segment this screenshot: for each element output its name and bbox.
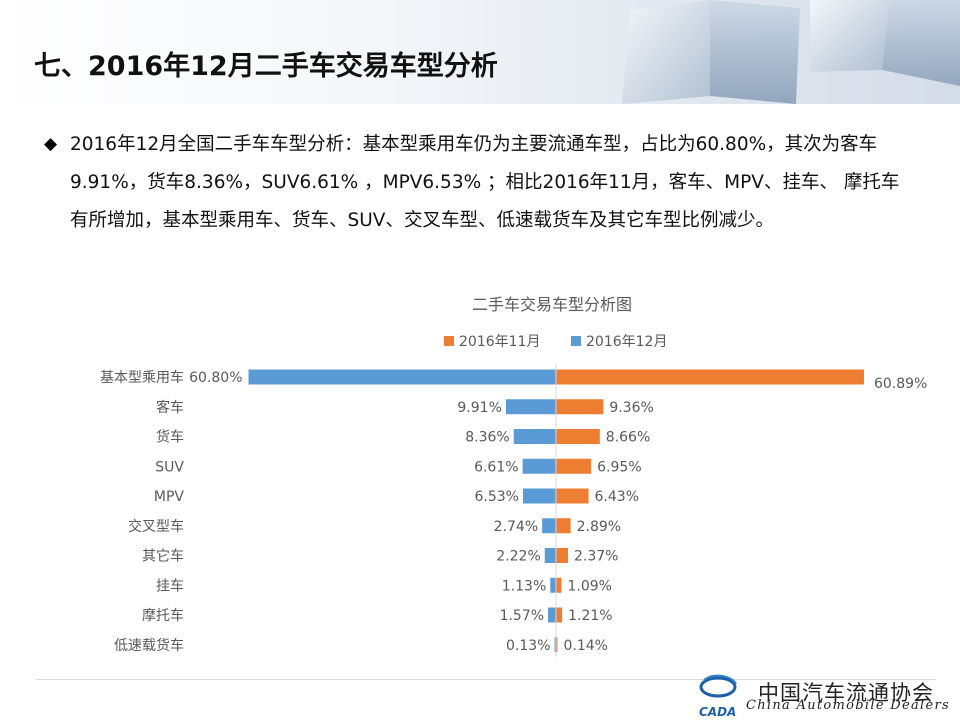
bar-dec [544, 548, 556, 563]
data-label-nov: 8.66% [606, 430, 650, 446]
decorative-cubes-image [622, 0, 960, 104]
data-label-dec: 9.91% [457, 400, 501, 416]
data-label-nov: 6.95% [597, 459, 641, 475]
bar-dec [548, 607, 556, 623]
category-label: MPV [154, 489, 185, 505]
bar-nov [556, 548, 568, 563]
data-label-nov: 1.09% [568, 578, 612, 594]
bar-nov [556, 518, 571, 534]
bar-dec [550, 577, 556, 593]
data-label-nov: 2.37% [574, 549, 618, 565]
logo-text: CADA [699, 705, 736, 719]
bar-dec [522, 458, 556, 474]
legend-label-0: 2016年11月 [459, 334, 540, 350]
data-label-dec: 60.80% [189, 370, 242, 386]
header-banner: 七、2016年12月二手车交易车型分析 [0, 0, 960, 104]
cada-logo-icon: CADA [699, 674, 737, 719]
category-label: SUV [155, 459, 184, 475]
chart-legend: 2016年11月 2016年12月 [444, 334, 667, 350]
slide-title: 七、2016年12月二手车交易车型分析 [34, 51, 498, 82]
data-label-dec: 1.13% [502, 578, 546, 594]
category-label: 客车 [156, 399, 184, 416]
diamond-bullet-icon: ◆ [44, 134, 58, 154]
data-label-nov: 9.36% [609, 400, 653, 416]
bar-nov [556, 577, 562, 593]
bar-dec [554, 637, 556, 653]
data-label-nov: 0.14% [564, 638, 608, 654]
org-name-cn: 中国汽车流通协会 [758, 681, 934, 705]
legend-swatch-0 [444, 336, 454, 346]
bar-nov [556, 458, 592, 474]
bar-dec [542, 518, 556, 534]
category-label: 基本型乘用车 [100, 369, 184, 386]
data-label-dec: 6.53% [474, 489, 518, 505]
category-label: 交叉型车 [128, 518, 184, 535]
category-label: 其它车 [142, 548, 184, 565]
data-label-dec: 2.74% [494, 519, 538, 535]
data-label-dec: 8.36% [465, 430, 509, 446]
legend-label-1: 2016年12月 [586, 334, 667, 350]
chart-title: 二手车交易车型分析图 [472, 295, 632, 314]
data-label-dec: 6.61% [474, 459, 518, 475]
data-label-nov: 1.21% [568, 608, 612, 624]
data-label-nov: 6.43% [595, 489, 639, 505]
category-label: 挂车 [156, 577, 184, 594]
category-label: 摩托车 [142, 607, 184, 624]
bar-dec [505, 399, 556, 415]
footer-divider [36, 679, 936, 680]
data-label-dec: 0.13% [506, 638, 550, 654]
org-name-en: China Automobile Dealers [746, 698, 950, 713]
legend-swatch-1 [571, 336, 581, 346]
bar-nov [556, 399, 604, 415]
bar-dec [522, 488, 556, 504]
data-label-nov: 60.89% [874, 376, 927, 392]
data-label-dec: 1.57% [500, 608, 544, 624]
bar-nov [556, 607, 563, 623]
data-label-nov: 2.89% [577, 519, 621, 535]
data-label-dec: 2.22% [496, 549, 540, 565]
bar-nov [556, 637, 558, 653]
category-label: 货车 [156, 429, 184, 446]
summary-text: 2016年12月全国二手车车型分析：基本型乘用车仍为主要流通车型，占比为60.8… [70, 134, 900, 231]
bar-dec [513, 429, 556, 444]
category-label: 低速载货车 [114, 637, 184, 654]
bar-nov [556, 369, 864, 385]
bar-nov [556, 429, 600, 444]
bar-nov [556, 488, 589, 504]
bar-dec [248, 369, 557, 385]
